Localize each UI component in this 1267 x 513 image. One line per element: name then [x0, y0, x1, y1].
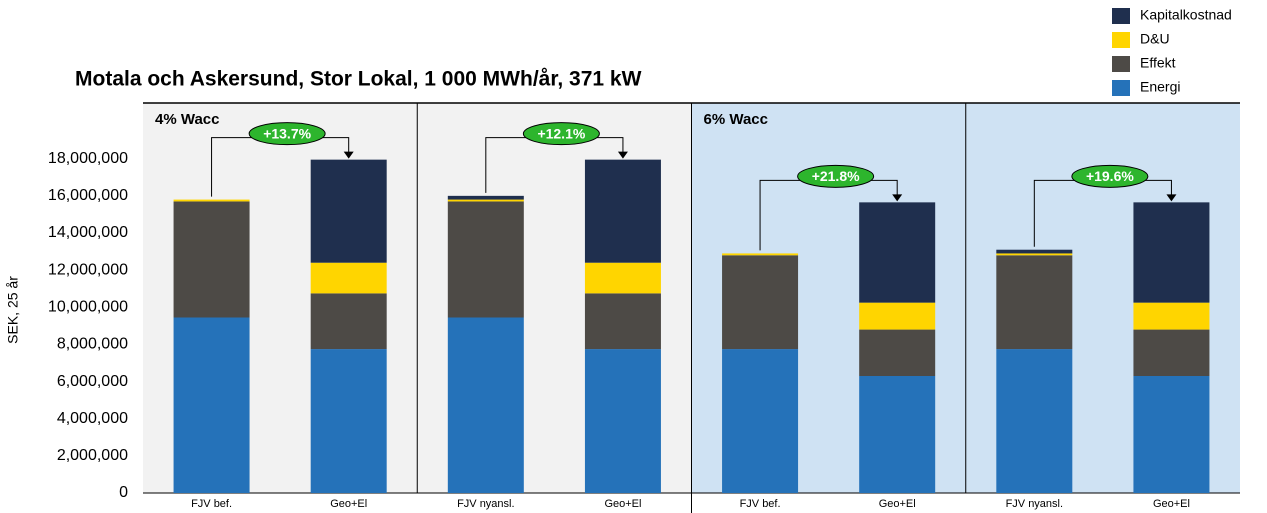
bar-segment	[859, 302, 936, 330]
annotation-badge	[1071, 164, 1149, 188]
bar-segment	[310, 349, 387, 493]
bar-segment	[722, 253, 799, 256]
bar-segment	[1133, 202, 1210, 303]
bar-segment	[447, 201, 524, 318]
bar-segment	[1133, 329, 1210, 376]
panel-label: 6% Wacc	[704, 111, 768, 128]
y-tick-label: 16,000,000	[48, 187, 128, 204]
bar-segment	[584, 159, 661, 263]
bar-segment	[1133, 302, 1210, 330]
y-tick-label: 2,000,000	[57, 447, 128, 464]
annotation-label: +12.1%	[537, 125, 585, 141]
bar-segment	[722, 255, 799, 350]
x-tick-label: FJV bef.	[191, 498, 232, 510]
y-tick-label: 14,000,000	[48, 224, 128, 241]
bar-segment	[447, 317, 524, 493]
legend-label: Effekt	[1140, 55, 1176, 71]
legend-label: Energi	[1140, 79, 1180, 95]
bar-segment	[1133, 376, 1210, 493]
bar-segment	[173, 317, 250, 493]
y-tick-label: 0	[119, 484, 128, 501]
x-tick-label: Geo+El	[604, 498, 641, 510]
bar-segment	[859, 202, 936, 303]
annotation-label: +19.6%	[1086, 168, 1134, 184]
y-tick-label: 12,000,000	[48, 261, 128, 278]
x-tick-label: FJV nyansl.	[457, 498, 514, 510]
annotation-arrowhead	[892, 194, 903, 202]
legend-swatch	[1112, 80, 1130, 96]
bar-segment	[996, 349, 1073, 493]
bar-segment	[447, 195, 524, 200]
bar-segment	[722, 349, 799, 493]
panel-label: 4% Wacc	[155, 111, 219, 128]
x-tick-label: FJV nyansl.	[1006, 498, 1063, 510]
annotation-badge	[248, 122, 326, 146]
legend-label: Kapitalkostnad	[1140, 7, 1232, 23]
y-tick-label: 18,000,000	[48, 150, 128, 167]
annotation-badge	[522, 122, 600, 146]
bar-segment	[859, 376, 936, 493]
bar-segment	[996, 255, 1073, 350]
chart-title: Motala och Askersund, Stor Lokal, 1 000 …	[75, 68, 642, 91]
bar-segment	[173, 201, 250, 318]
x-tick-label: FJV bef.	[740, 498, 781, 510]
annotation-arrowhead	[1166, 194, 1177, 202]
y-tick-label: 4,000,000	[57, 410, 128, 427]
bar-segment	[996, 253, 1073, 256]
bar-segment	[584, 293, 661, 350]
bar-segment	[584, 349, 661, 493]
annotation-label: +21.8%	[812, 168, 860, 184]
y-tick-label: 10,000,000	[48, 299, 128, 316]
y-tick-label: 8,000,000	[57, 336, 128, 353]
legend-swatch	[1112, 8, 1130, 24]
bar-segment	[996, 249, 1073, 254]
bar-segment	[859, 329, 936, 376]
bar-segment	[310, 159, 387, 263]
bar-segment	[310, 262, 387, 294]
x-tick-label: Geo+El	[1153, 498, 1190, 510]
bar-segment	[584, 262, 661, 294]
bar-segment	[310, 293, 387, 350]
annotation-arrowhead	[343, 151, 354, 159]
bar-segment	[173, 199, 250, 202]
legend-swatch	[1112, 32, 1130, 48]
bar-segment	[447, 199, 524, 202]
legend-swatch	[1112, 56, 1130, 72]
annotation-arrowhead	[617, 151, 628, 159]
annotation-badge	[797, 164, 875, 188]
y-tick-label: 6,000,000	[57, 373, 128, 390]
legend-label: D&U	[1140, 31, 1170, 47]
y-axis-label: SEK, 25 år	[5, 276, 21, 344]
x-tick-label: Geo+El	[330, 498, 367, 510]
x-tick-label: Geo+El	[879, 498, 916, 510]
annotation-label: +13.7%	[263, 125, 311, 141]
